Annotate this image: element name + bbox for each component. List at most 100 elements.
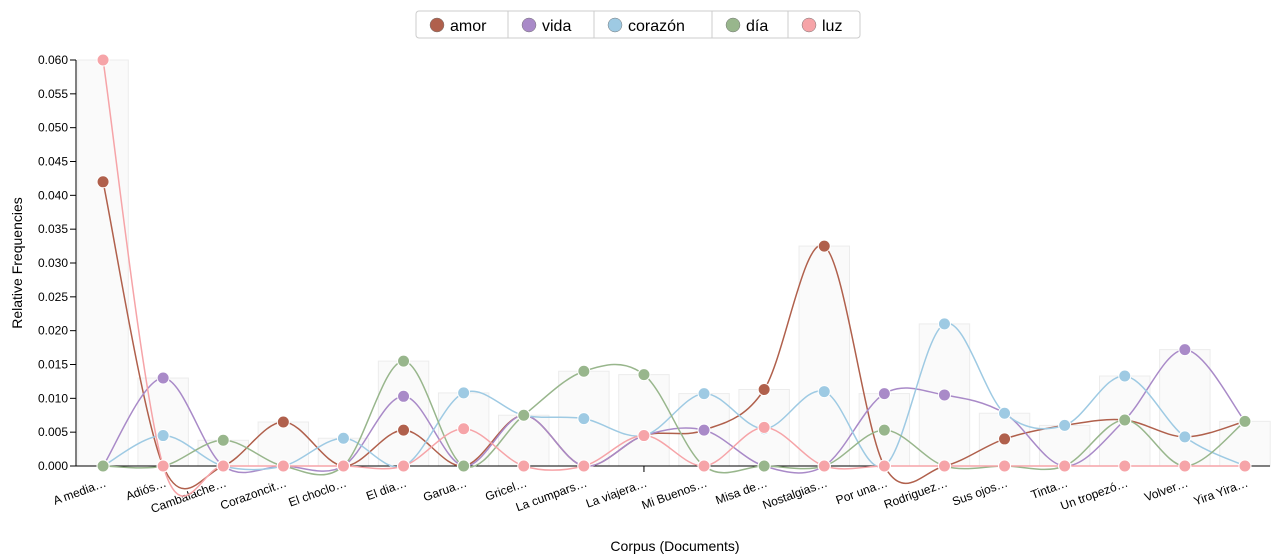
point — [336, 431, 350, 445]
point — [937, 388, 951, 402]
point — [397, 389, 411, 403]
point — [156, 371, 170, 385]
y-tick-label: 0.000 — [38, 459, 68, 473]
point — [1118, 369, 1132, 383]
y-tick-label: 0.045 — [38, 155, 68, 169]
max-bar — [1038, 424, 1091, 467]
x-tick-label: Garua… — [421, 476, 468, 505]
y-tick-label: 0.055 — [38, 87, 68, 101]
max-bar — [377, 360, 430, 467]
x-tick-label: Mi Buenos… — [640, 476, 709, 513]
point — [1178, 343, 1192, 357]
y-tick-label: 0.035 — [38, 222, 68, 236]
legend: amor vida corazón día luz — [429, 11, 842, 38]
point — [397, 459, 411, 473]
point — [577, 459, 591, 473]
point — [697, 423, 711, 437]
max-bar — [77, 59, 129, 467]
x-tick-label: Nostalgias… — [761, 476, 830, 512]
x-tick-label: Yira Yira… — [1192, 476, 1250, 509]
y-tick-label: 0.050 — [38, 121, 68, 135]
point — [637, 368, 651, 382]
point — [757, 383, 771, 397]
point — [96, 175, 110, 189]
point — [156, 459, 170, 473]
point — [1058, 418, 1072, 432]
point — [457, 422, 471, 436]
legend-label: corazón — [628, 18, 685, 35]
x-tick-label: Sus ojos… — [950, 476, 1009, 509]
point — [96, 459, 110, 473]
y-tick-label: 0.020 — [38, 324, 68, 338]
x-tick-label: Por una… — [834, 476, 890, 508]
max-bar — [1159, 349, 1211, 467]
point — [336, 459, 350, 473]
point — [397, 354, 411, 368]
legend-label: día — [746, 18, 768, 35]
max-bar — [738, 389, 790, 467]
legend-marker — [521, 17, 537, 33]
point — [1238, 459, 1252, 473]
y-tick-label: 0.015 — [38, 358, 68, 372]
point — [877, 459, 891, 473]
point — [998, 459, 1012, 473]
point — [757, 459, 771, 473]
point — [817, 239, 831, 253]
y-tick-label: 0.010 — [38, 391, 68, 405]
point — [397, 423, 411, 437]
legend-marker — [429, 17, 445, 33]
point — [457, 386, 471, 400]
y-tick-label: 0.040 — [38, 188, 68, 202]
x-tick-label: El choclo… — [287, 476, 349, 510]
y-tick-label: 0.005 — [38, 425, 68, 439]
y-tick-label: 0.030 — [38, 256, 68, 270]
point — [1118, 459, 1132, 473]
max-bar — [798, 245, 850, 467]
legend-label: amor — [450, 18, 487, 35]
point — [877, 423, 891, 437]
point — [937, 317, 951, 331]
point — [1238, 414, 1252, 428]
point — [1118, 413, 1132, 427]
point — [517, 459, 531, 473]
max-bar — [498, 414, 550, 467]
x-axis-title: Corpus (Documents) — [610, 538, 739, 554]
point — [517, 408, 531, 422]
x-tick-label: Un tropezó… — [1059, 476, 1130, 513]
legend-label: vida — [542, 18, 571, 35]
x-tick-label: La viajera… — [584, 476, 649, 511]
legend-marker — [801, 17, 817, 33]
max-bar — [618, 374, 670, 467]
legend-marker — [725, 17, 741, 33]
point — [697, 459, 711, 473]
y-tick-label: 0.060 — [38, 53, 68, 67]
point — [276, 459, 290, 473]
point — [577, 364, 591, 378]
point — [457, 459, 471, 473]
point — [577, 412, 591, 426]
point — [216, 459, 230, 473]
y-tick-label: 0.025 — [38, 290, 68, 304]
point — [1058, 459, 1072, 473]
y-axis-title: Relative Frequencies — [9, 197, 25, 329]
point — [96, 53, 110, 67]
legend-label: luz — [822, 18, 842, 35]
x-tick-label: Volver… — [1142, 476, 1189, 505]
point — [637, 429, 651, 443]
x-tick-label: El dia… — [364, 476, 408, 504]
point — [276, 415, 290, 429]
point — [998, 432, 1012, 446]
point — [817, 385, 831, 399]
point — [1178, 459, 1192, 473]
point — [817, 459, 831, 473]
point — [757, 420, 771, 434]
point — [156, 429, 170, 443]
x-tick-label: A media… — [51, 476, 108, 508]
point — [877, 387, 891, 401]
point — [998, 406, 1012, 420]
point — [216, 433, 230, 447]
x-tick-label: Corazoncit… — [218, 476, 288, 513]
point — [937, 459, 951, 473]
point — [697, 387, 711, 401]
